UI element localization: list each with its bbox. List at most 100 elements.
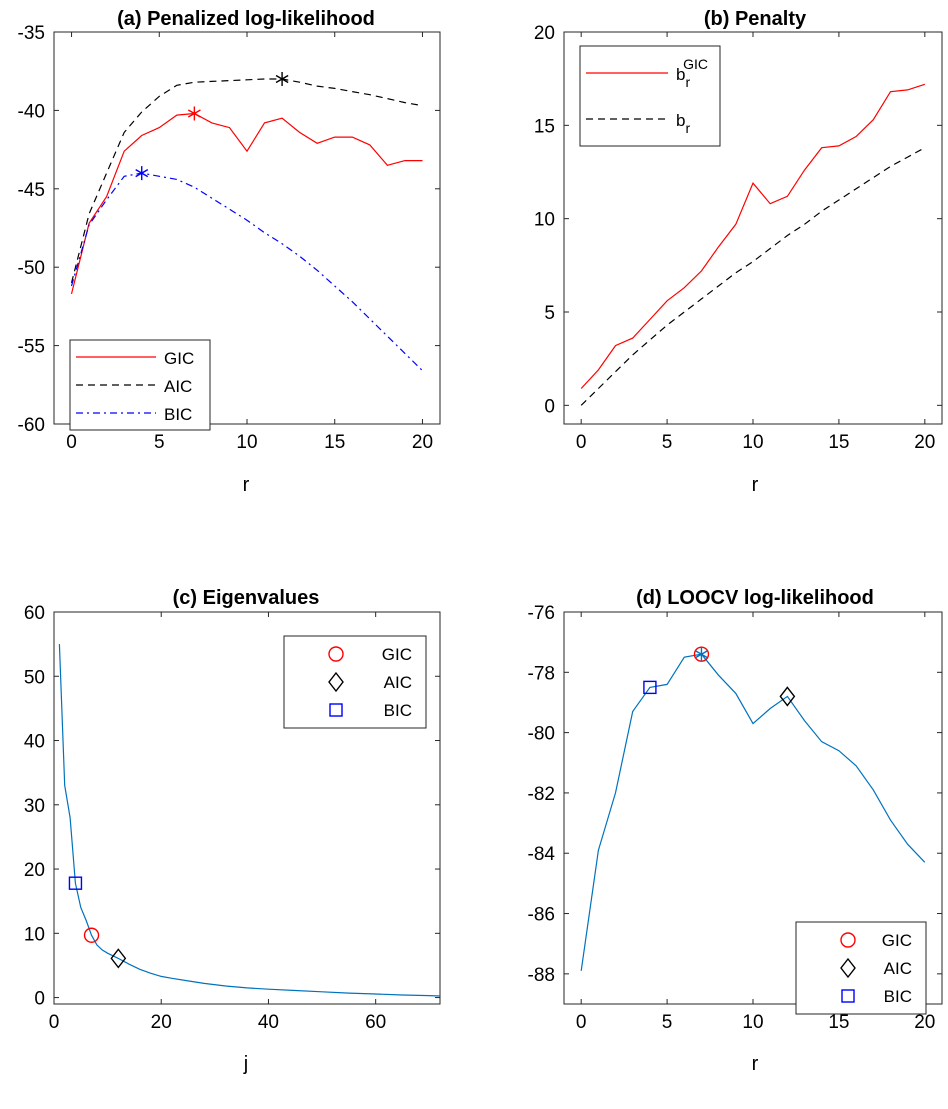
legend-label: AIC <box>164 377 192 396</box>
panel-c-axes-box <box>53 611 441 1005</box>
series-line-b-r-gic <box>580 83 925 389</box>
x-tick-label: 20 <box>914 432 935 453</box>
panel-a-legend: GIC AIC BIC <box>69 339 211 431</box>
y-tick-label: -76 <box>528 603 555 624</box>
y-tick-label: -86 <box>528 905 555 926</box>
series-line-b-r <box>580 147 926 406</box>
panel-b-xlabel: r <box>752 474 759 496</box>
legend-marker-bic <box>329 703 343 717</box>
marker-bic <box>68 876 83 890</box>
y-tick-label: -84 <box>528 844 556 865</box>
panel-a-xlabel: r <box>243 474 250 496</box>
y-tick-label: 20 <box>534 23 555 44</box>
legend-marker-gic <box>328 646 344 662</box>
marker-optimum <box>695 647 708 662</box>
y-tick-label: -60 <box>18 415 45 436</box>
legend-marker-bic <box>841 989 855 1003</box>
y-tick-label: 0 <box>34 989 45 1010</box>
legend-superscript: GIC <box>683 56 708 72</box>
legend-label: GIC <box>882 931 912 950</box>
x-tick-label: 20 <box>151 1012 172 1033</box>
y-tick-label: -80 <box>528 724 555 745</box>
y-tick-label: -40 <box>18 101 45 122</box>
x-tick-label: 10 <box>742 432 763 453</box>
x-tick-label: 60 <box>365 1012 386 1033</box>
y-tick-label: -55 <box>18 337 45 358</box>
x-tick-label: 10 <box>236 432 257 453</box>
y-tick-label: 40 <box>24 732 45 753</box>
plot-area <box>58 644 440 997</box>
legend-subscript: r <box>685 120 690 136</box>
legend-label: BIC <box>384 701 412 720</box>
optimum-marker-bic <box>135 166 149 181</box>
legend-label: AIC <box>384 673 412 692</box>
legend-box <box>579 45 721 147</box>
y-tick-label: 50 <box>24 667 45 688</box>
panel-c-legend: GIC AIC BIC <box>283 635 427 729</box>
series-line-aic <box>70 78 423 284</box>
y-tick-label: 5 <box>544 303 555 324</box>
legend-label: AIC <box>884 959 912 978</box>
y-tick-label: -78 <box>528 663 555 684</box>
series-line-eigenvalues <box>58 644 440 997</box>
x-tick-label: 5 <box>662 432 673 453</box>
y-tick-label: 10 <box>534 210 555 231</box>
marker-aic <box>779 686 796 707</box>
legend-label: GIC <box>382 645 412 664</box>
optimum-marker-gic <box>187 106 201 121</box>
legend-label: BIC <box>884 987 912 1006</box>
plot-area <box>580 83 926 406</box>
x-tick-label: 20 <box>914 1012 935 1033</box>
x-tick-label: 5 <box>154 432 165 453</box>
legend-label: BIC <box>164 405 192 424</box>
panel-d-xlabel: r <box>752 1053 759 1075</box>
y-tick-label: -45 <box>18 180 45 201</box>
panel-a: (a) Penalized log-likelihood r 0 5 10 15 20 -… <box>18 8 441 496</box>
panel-a-title: (a) Penalized log-likelihood <box>117 8 375 30</box>
panel-d: (d) LOOCV log-likelihood r 0 5 10 15 20 -88 -8… <box>528 587 943 1075</box>
legend-box <box>795 921 927 1015</box>
marker-bic <box>643 680 657 695</box>
series-line-bic <box>70 172 423 372</box>
panel-c: (c) Eigenvalues j 0 20 40 60 0 10 20 30 40 50 60 GI… <box>24 587 441 1075</box>
y-tick-label: 20 <box>24 860 45 881</box>
plot-area <box>580 646 926 971</box>
y-tick-label: -50 <box>18 258 45 279</box>
panel-d-legend: GIC AIC BIC <box>795 921 927 1015</box>
legend-label: GIC <box>164 349 194 368</box>
y-tick-label: 15 <box>534 116 555 137</box>
x-tick-label: 10 <box>742 1012 763 1033</box>
y-tick-label: 60 <box>24 603 45 624</box>
plot-area <box>70 72 423 372</box>
legend-subscript: r <box>685 74 690 90</box>
x-tick-label: 15 <box>828 432 849 453</box>
y-tick-label: 10 <box>24 924 45 945</box>
optimum-marker-aic <box>275 72 289 87</box>
y-tick-label: 30 <box>24 796 45 817</box>
y-tick-label: -88 <box>528 965 555 986</box>
x-tick-label: 40 <box>258 1012 279 1033</box>
y-tick-label: -82 <box>528 784 555 805</box>
series-line-gic <box>70 112 423 295</box>
x-tick-label: 5 <box>662 1012 673 1033</box>
x-tick-label: 15 <box>828 1012 849 1033</box>
panel-d-title: (d) LOOCV log-likelihood <box>636 587 874 609</box>
x-tick-label: 0 <box>49 1012 60 1033</box>
x-tick-label: 20 <box>412 432 433 453</box>
legend-marker-gic <box>840 932 856 948</box>
series-line-loocv <box>580 653 926 971</box>
y-tick-label: 0 <box>544 396 555 417</box>
y-tick-label: -35 <box>18 23 45 44</box>
x-tick-label: 15 <box>324 432 345 453</box>
x-tick-label: 0 <box>66 432 77 453</box>
panel-c-title: (c) Eigenvalues <box>173 587 320 609</box>
x-tick-label: 0 <box>576 432 587 453</box>
legend-box <box>283 635 427 729</box>
x-tick-label: 0 <box>576 1012 587 1033</box>
legend-marker-aic <box>328 671 344 693</box>
panel-b-title: (b) Penalty <box>704 8 807 30</box>
legend-marker-aic <box>840 957 856 979</box>
